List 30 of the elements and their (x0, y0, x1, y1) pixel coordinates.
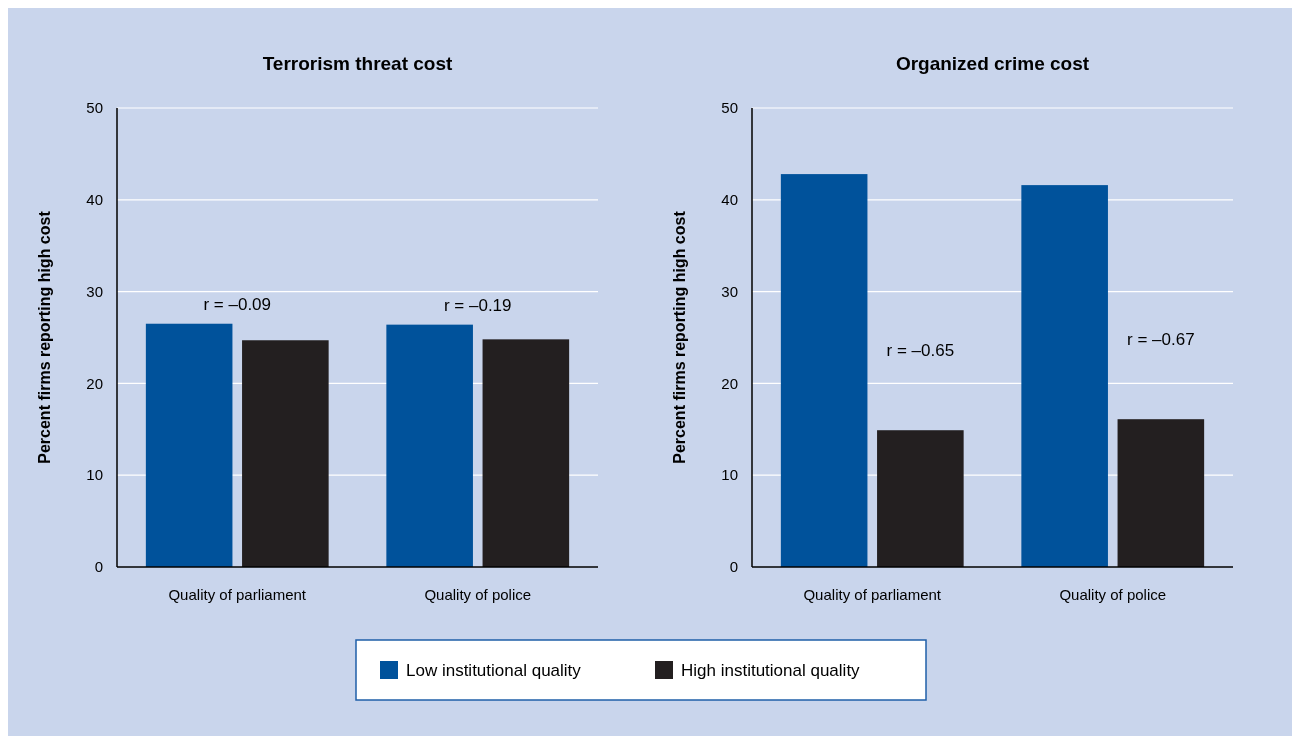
x-tick-label: Quality of police (424, 586, 532, 603)
annotation: r = –0.09 (203, 294, 272, 314)
bar (877, 430, 964, 567)
annotation: r = –0.65 (886, 341, 955, 361)
y-tick-label: 50 (721, 99, 738, 117)
y-tick-label: 20 (86, 374, 103, 392)
y-tick-label: 10 (721, 466, 738, 484)
bar (1117, 419, 1205, 567)
x-tick-label: Quality of parliament (803, 586, 942, 603)
chart-title: Organized crime cost (895, 53, 1090, 74)
x-tick-label: Quality of parliament (168, 586, 307, 603)
y-axis-title: Percent firms reporting high cost (36, 210, 53, 464)
annotation: r = –0.67 (1127, 330, 1195, 350)
x-tick-label: Quality of police (1059, 586, 1167, 603)
y-tick-label: 30 (86, 282, 103, 300)
y-tick-label: 30 (721, 282, 738, 300)
y-tick-label: 40 (86, 191, 103, 209)
y-tick-label: 40 (721, 191, 738, 209)
bar (1021, 185, 1108, 567)
y-axis-title: Percent firms reporting high cost (671, 210, 688, 464)
y-tick-label: 10 (86, 466, 103, 484)
y-tick-label: 20 (721, 374, 738, 392)
annotation: r = –0.19 (443, 295, 512, 315)
y-tick-label: 0 (94, 558, 103, 576)
bar (780, 174, 868, 567)
legend-label: High institutional quality (681, 660, 861, 680)
chart-title: Terrorism threat cost (262, 53, 454, 74)
y-tick-label: 50 (86, 99, 103, 117)
y-tick-label: 0 (729, 558, 738, 576)
legend-label: Low institutional quality (406, 660, 582, 680)
